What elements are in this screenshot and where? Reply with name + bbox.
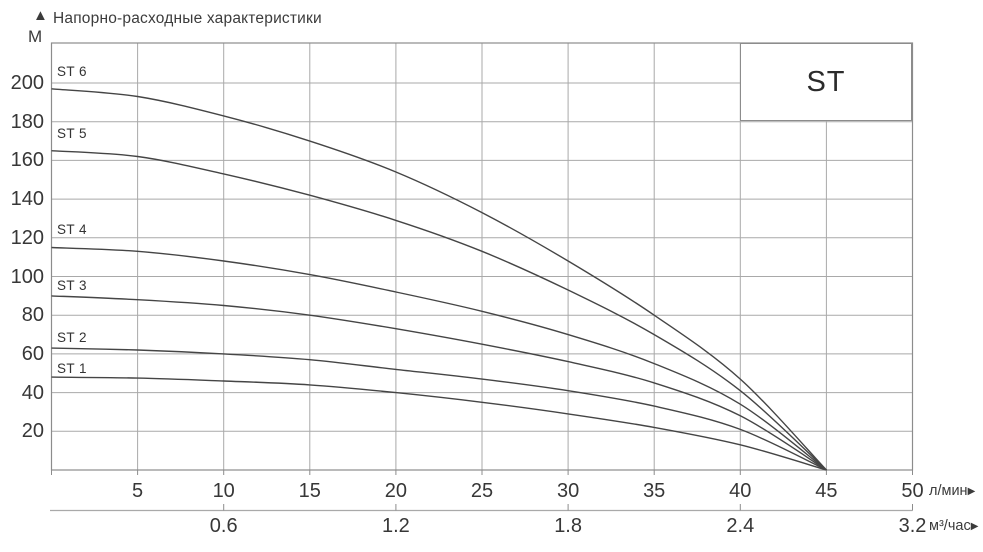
curve-label: ST 2 [57,330,87,346]
x-tick-label: 10 [212,480,235,502]
x-tick-label: 15 [298,480,321,502]
x-axis-unit-lmin: л/мин▶ [929,483,975,500]
y-tick-label: 200 [10,72,44,94]
up-arrow-icon: ▲ [33,7,48,24]
curve-label: ST 3 [57,277,87,293]
legend-label: ST [806,65,846,98]
curve-st-3 [51,295,827,471]
curve-st-5 [51,150,827,471]
x-tick-label: 5 [132,480,144,502]
y-tick-label: 140 [10,188,44,211]
curve-st-4 [51,246,827,471]
x-tick-label: 40 [729,480,752,502]
x2-tick-label: 0.6 [209,515,238,537]
y-tick-label: 100 [10,265,44,288]
x-tick-label: 25 [470,480,494,502]
x2-tick-label: 2.4 [726,515,755,537]
curve-label: ST 5 [57,125,87,141]
curve-label: ST 4 [57,222,87,238]
x-axis-unit-m3h-text: м³/час [929,518,971,534]
right-arrow-icon: ▶ [967,486,976,497]
x-tick-label: 50 [901,480,924,502]
y-tick-label: 160 [10,149,44,172]
x2-tick-label: 3.2 [898,515,927,537]
x-axis-unit-lmin-text: л/мин [929,483,968,499]
legend-box: ST [740,43,912,121]
x-tick-label: 35 [643,480,666,502]
curve-label: ST 1 [57,361,87,377]
y-tick-label: 120 [10,226,44,249]
curve-st-6 [51,88,827,471]
y-tick-label: 80 [21,304,44,327]
y-tick-label: 180 [10,110,44,133]
y-tick-label: 20 [21,420,44,443]
y-tick-label: 60 [21,342,44,365]
x-tick-label: 45 [815,480,838,502]
y-tick-label: 40 [21,381,44,404]
x2-tick-label: 1.2 [381,515,410,537]
curve-label: ST 6 [57,63,87,79]
chart-title: Напорно-расходные характеристики [53,10,322,27]
curve-st-2 [51,347,827,471]
right-arrow-icon: ▶ [970,521,979,532]
y-axis-unit-label: М [28,27,43,46]
curve-st-1 [51,376,827,471]
x-tick-label: 20 [384,480,408,502]
x-tick-label: 30 [556,480,580,502]
x-axis-unit-m3h: м³/час▶ [929,518,978,535]
x2-tick-label: 1.8 [554,515,582,537]
